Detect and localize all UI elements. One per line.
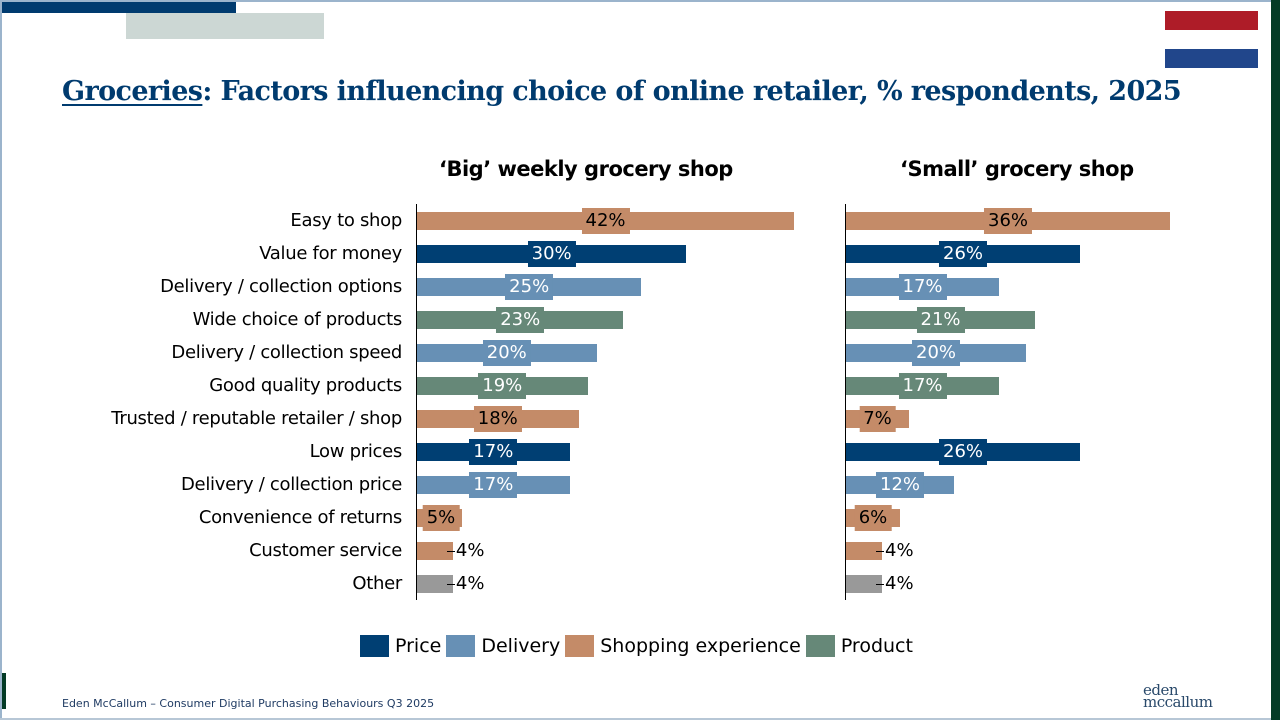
legend-label-delivery: Delivery — [481, 635, 561, 657]
data-label: 4% — [455, 540, 485, 561]
right-green-strip — [1271, 0, 1280, 720]
legend-item-shopping-experience: Shopping experience — [565, 635, 801, 657]
category-label: Customer service — [249, 540, 402, 561]
flag-blue-stripe-icon — [1165, 49, 1258, 68]
legend-label-product: Product — [840, 635, 913, 657]
decorative-grey-box — [126, 13, 324, 39]
data-label: 5% — [422, 505, 460, 531]
panel-title-big: ‘Big’ weekly grocery shop — [439, 157, 733, 181]
bar-other — [417, 575, 453, 593]
axis-small — [845, 204, 846, 600]
frame-bottom-border — [0, 718, 1280, 720]
category-label: Trusted / reputable retailer / shop — [111, 408, 402, 429]
category-label: Good quality products — [209, 375, 402, 396]
legend-item-price: Price — [360, 635, 441, 657]
data-label: 30% — [527, 241, 576, 267]
legend: Price Delivery Shopping experience Produ… — [360, 635, 918, 657]
logo-line-1: eden — [1143, 681, 1179, 699]
decorative-navy-bar — [2, 2, 236, 13]
bar-shopping-experience — [417, 542, 453, 560]
data-label: 20% — [911, 340, 961, 366]
panel-title-small: ‘Small’ grocery shop — [900, 157, 1134, 181]
axis-big — [416, 204, 417, 600]
title-prefix: Groceries — [62, 76, 203, 107]
category-label: Delivery / collection speed — [171, 342, 402, 363]
label-leader-line — [876, 584, 884, 585]
bar-shopping-experience — [846, 542, 882, 560]
left-green-strip — [2, 673, 6, 709]
data-label: 7% — [859, 406, 896, 432]
data-label: 18% — [473, 406, 522, 432]
frame-left-border — [0, 0, 2, 720]
data-label: 4% — [885, 573, 914, 594]
flag-red-stripe-icon — [1165, 11, 1258, 30]
legend-label-shopping-experience: Shopping experience — [600, 635, 801, 657]
legend-item-delivery: Delivery — [446, 635, 560, 657]
data-label: 21% — [916, 307, 965, 333]
data-label: 26% — [938, 241, 988, 267]
legend-swatch-delivery — [446, 635, 476, 657]
data-label: 19% — [478, 373, 527, 399]
data-label: 4% — [455, 573, 485, 594]
category-label: Easy to shop — [290, 210, 402, 231]
data-label: 23% — [496, 307, 545, 333]
legend-swatch-product — [805, 635, 835, 657]
category-label: Convenience of returns — [198, 507, 402, 528]
label-leader-line — [446, 551, 455, 552]
category-label: Low prices — [309, 441, 403, 462]
data-label: 25% — [505, 274, 554, 300]
data-label: 17% — [898, 274, 947, 300]
data-label: 17% — [898, 373, 947, 399]
data-label: 17% — [469, 472, 518, 498]
footer-source: Eden McCallum – Consumer Digital Purchas… — [62, 697, 435, 710]
data-label: 20% — [482, 340, 531, 366]
legend-label-price: Price — [395, 635, 442, 657]
legend-swatch-shopping-experience — [565, 635, 595, 657]
label-leader-line — [446, 584, 455, 585]
category-label: Delivery / collection price — [180, 474, 402, 495]
category-label: Wide choice of products — [192, 309, 403, 330]
data-label: 12% — [875, 472, 925, 498]
page-title: Groceries: Factors influencing choice of… — [62, 76, 1182, 107]
category-label: Other — [352, 573, 402, 594]
category-label: Delivery / collection options — [160, 276, 402, 297]
data-label: 17% — [469, 439, 518, 465]
eden-mccallum-logo: eden mccallum — [1143, 681, 1213, 711]
legend-swatch-price — [360, 635, 389, 657]
data-label: 4% — [885, 540, 914, 561]
bar-other — [846, 575, 882, 593]
logo-line-2: mccallum — [1143, 693, 1213, 711]
data-label: 26% — [938, 439, 988, 465]
data-label: 36% — [983, 208, 1033, 234]
frame-top-border — [0, 0, 1280, 2]
legend-item-product: Product — [805, 635, 913, 657]
data-label: 42% — [581, 208, 630, 234]
data-label: 6% — [854, 505, 892, 531]
title-rest: : Factors influencing choice of online r… — [202, 76, 1182, 107]
category-label: Value for money — [259, 243, 402, 264]
label-leader-line — [876, 551, 884, 552]
